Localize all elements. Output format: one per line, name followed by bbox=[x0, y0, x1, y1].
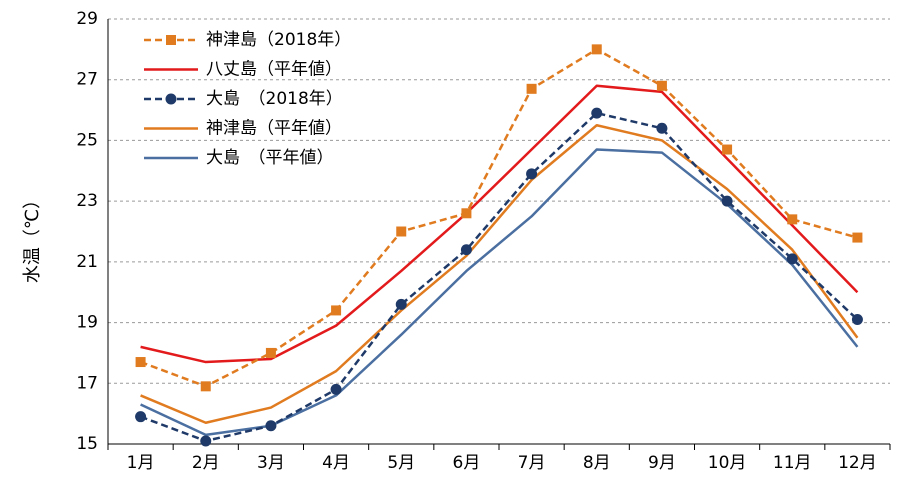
data-point-circle bbox=[591, 107, 603, 119]
data-point-square bbox=[722, 144, 733, 155]
series-line bbox=[140, 84, 859, 364]
data-point-square bbox=[265, 347, 276, 358]
series-line bbox=[140, 111, 859, 443]
data-point-square bbox=[461, 208, 472, 219]
data-point-circle bbox=[721, 195, 733, 207]
x-tick-label: 5月 bbox=[387, 453, 415, 473]
x-tick-label: 4月 bbox=[322, 453, 350, 473]
data-point-circle bbox=[851, 314, 863, 326]
legend-label: 大島 （2018年） bbox=[206, 89, 343, 109]
x-tick-label: 2月 bbox=[192, 453, 220, 473]
data-point-circle bbox=[200, 435, 212, 447]
axes bbox=[107, 19, 891, 450]
x-tick-label: 10月 bbox=[708, 453, 747, 473]
y-tick-label: 19 bbox=[76, 313, 98, 333]
x-tick-label: 1月 bbox=[127, 453, 155, 473]
legend-label: 神津島（2018年） bbox=[206, 30, 351, 50]
data-point-square bbox=[135, 357, 146, 368]
legend-label: 大島 （平年値） bbox=[206, 148, 334, 168]
data-point-square bbox=[331, 305, 342, 316]
y-tick-label: 29 bbox=[76, 9, 98, 29]
legend: 神津島（2018年） 八丈島（平年値） 大島 （2018年） 神津島（平年値） 大島 （… bbox=[144, 30, 351, 168]
y-tick-label: 21 bbox=[76, 252, 98, 272]
y-tick-label: 15 bbox=[76, 434, 98, 454]
y-tick-label: 25 bbox=[76, 130, 98, 150]
legend-marker-square bbox=[166, 35, 176, 45]
data-point-square bbox=[787, 214, 798, 225]
data-point-circle bbox=[526, 168, 538, 180]
series-group bbox=[135, 44, 863, 447]
data-point-square bbox=[526, 83, 537, 94]
gridlines bbox=[108, 18, 890, 384]
legend-label: 八丈島（平年値） bbox=[206, 60, 342, 80]
series-line bbox=[140, 148, 859, 437]
y-tick-label: 23 bbox=[76, 191, 98, 211]
data-point-circle bbox=[135, 411, 147, 423]
y-tick-label: 17 bbox=[76, 373, 98, 393]
legend-label: 神津島（平年値） bbox=[206, 119, 342, 139]
x-tick-labels: 1月 2月 3月 4月 5月 6月 7月 8月 9月 10月 11月 12月 bbox=[127, 453, 877, 473]
data-point-circle bbox=[265, 420, 277, 432]
data-point-circle bbox=[460, 244, 472, 256]
legend-marker-circle bbox=[165, 93, 177, 105]
data-point-square bbox=[200, 381, 211, 392]
data-point-square bbox=[656, 80, 667, 91]
x-tick-label: 9月 bbox=[648, 453, 676, 473]
data-point-circle bbox=[786, 253, 798, 265]
x-tick-label: 3月 bbox=[257, 453, 285, 473]
data-point-circle bbox=[330, 383, 342, 395]
y-tick-label: 27 bbox=[76, 70, 98, 90]
data-point-square bbox=[852, 232, 863, 243]
x-tick-label: 8月 bbox=[583, 453, 611, 473]
data-point-circle bbox=[656, 122, 668, 134]
data-point-circle bbox=[395, 298, 407, 310]
y-axis-label: 水温（℃） bbox=[22, 191, 43, 283]
x-tick-label: 7月 bbox=[518, 453, 546, 473]
data-point-square bbox=[396, 226, 407, 237]
series-line bbox=[140, 124, 859, 424]
x-tick-label: 11月 bbox=[773, 453, 812, 473]
x-tick-label: 6月 bbox=[453, 453, 481, 473]
x-tick-label: 12月 bbox=[838, 453, 877, 473]
y-tick-labels: 15 17 19 21 23 25 27 29 bbox=[76, 9, 98, 454]
data-point-square bbox=[591, 44, 602, 55]
